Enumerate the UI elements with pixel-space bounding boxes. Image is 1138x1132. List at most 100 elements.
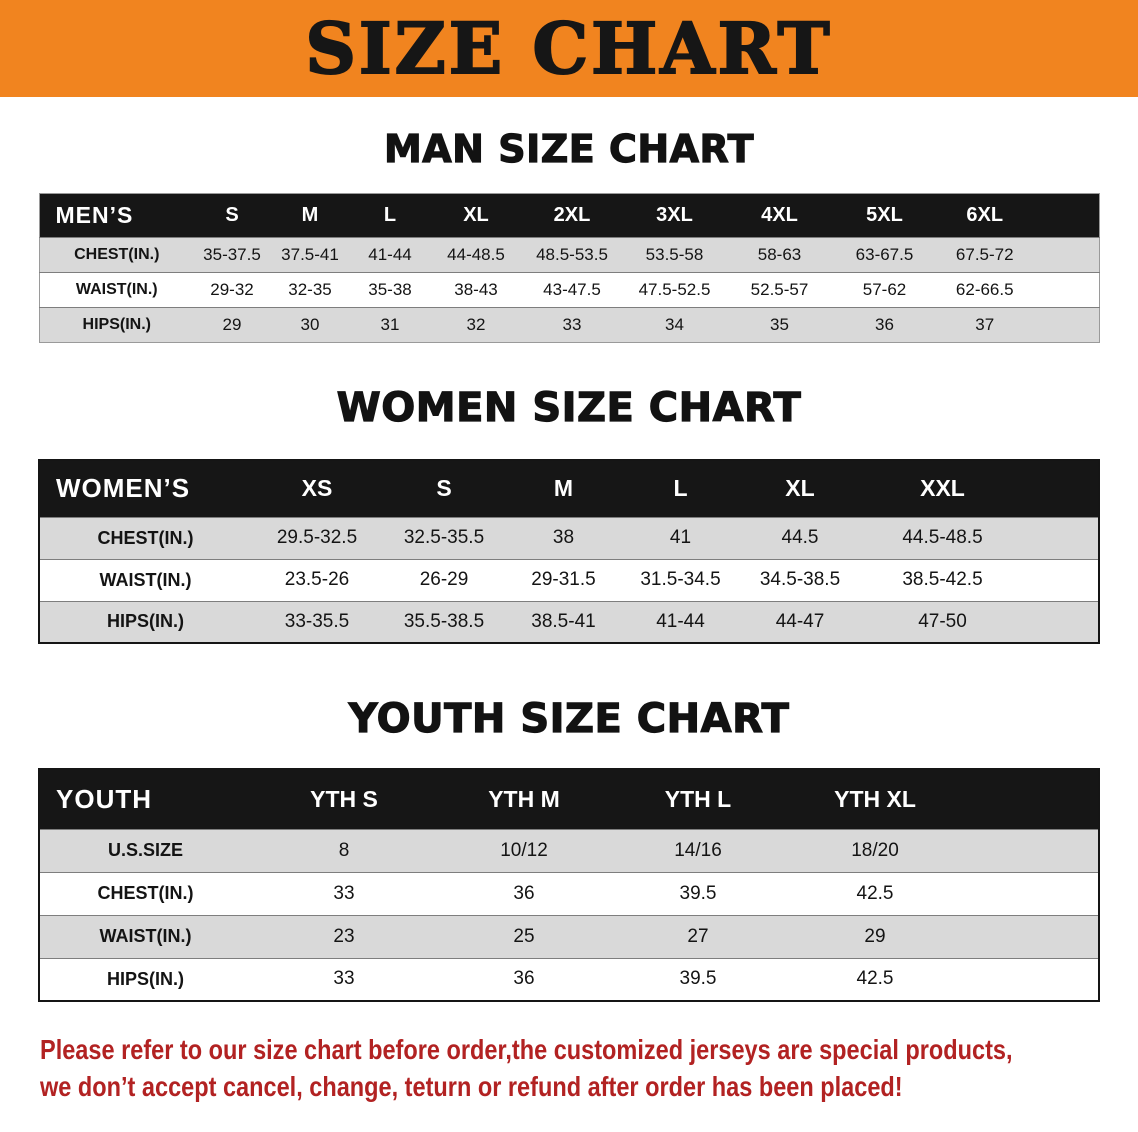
table-row: WAIST(IN.) 29-32 32-35 35-38 38-43 43-47.5 47.… xyxy=(39,272,1099,308)
size-column-header: 3XL xyxy=(622,193,727,238)
size-value: 38 xyxy=(552,527,575,548)
size-table-header-row: YOUTH YTH S YTH M YTH L YTH XL xyxy=(39,769,1099,829)
size-value: 37.5-41 xyxy=(281,245,339,264)
disclaimer-line-2: we don’t accept cancel, change, teturn o… xyxy=(40,1070,903,1102)
youth-size-table: YOUTH YTH S YTH M YTH L YTH XL U.S.SIZE 8 10/12… xyxy=(38,768,1100,1002)
table-corner-label: YOUTH xyxy=(39,769,251,829)
size-value: 36 xyxy=(513,882,535,904)
disclaimer-note: Please refer to our size chart before or… xyxy=(40,1032,1138,1106)
size-value: 42.5 xyxy=(856,968,894,990)
table-row: WAIST(IN.) 23.5-26 26-29 29-31.5 31.5-34.5 34… xyxy=(39,559,1099,601)
size-value: 36 xyxy=(875,315,894,334)
size-value: 33 xyxy=(562,315,582,334)
size-value: 38-43 xyxy=(454,280,498,299)
measurement-row-label: CHEST(IN.) xyxy=(97,883,194,903)
table-row: U.S.SIZE 8 10/12 14/16 18/20 xyxy=(39,829,1099,872)
table-corner-label: WOMEN’S xyxy=(39,460,251,517)
table-row: HIPS(IN.) 33 36 39.5 42.5 xyxy=(39,958,1099,1001)
women-chart-title: WOMEN SIZE CHART xyxy=(336,384,802,431)
size-column-header: XXL xyxy=(861,460,1099,517)
size-value: 36 xyxy=(513,968,535,990)
size-value: 47-50 xyxy=(918,610,967,632)
men-size-table: MEN’S S M L XL 2XL 3XL 4XL 5XL 6XL CHEST(IN.) 35-37… xyxy=(38,193,1100,343)
size-column-header: S xyxy=(194,193,270,238)
size-value: 31.5-34.5 xyxy=(640,569,721,590)
size-value: 34.5-38.5 xyxy=(759,569,841,590)
size-value: 32 xyxy=(466,315,486,334)
size-value: 35-37.5 xyxy=(203,245,261,264)
table-row: CHEST(IN.) 35-37.5 37.5-41 41-44 44-48.5 48.5… xyxy=(39,237,1099,273)
size-value: 29 xyxy=(864,925,886,947)
measurement-row-label: HIPS(IN.) xyxy=(106,611,184,632)
size-column-header: XL xyxy=(739,460,861,517)
youth-size-section: YOUTH SIZE CHART YOUTH YTH S YTH M YTH L YTH… xyxy=(0,695,1138,1002)
size-value: 41 xyxy=(669,527,692,548)
size-value: 62-66.5 xyxy=(955,280,1014,299)
measurement-row-label: WAIST(IN.) xyxy=(75,281,158,298)
size-value: 53.5-58 xyxy=(645,245,704,264)
size-value: 41-44 xyxy=(656,610,705,632)
size-column-header: 5XL xyxy=(832,193,937,238)
table-row: CHEST(IN.) 33 36 39.5 42.5 xyxy=(39,872,1099,915)
size-column-header: YTH L xyxy=(611,769,785,829)
size-column-header: S xyxy=(383,460,505,517)
size-table-header-row: WOMEN’S XS S M L XL XXL xyxy=(39,460,1099,517)
size-column-header: 4XL xyxy=(727,193,832,238)
size-column-header: M xyxy=(270,193,350,238)
measurement-row-label: WAIST(IN.) xyxy=(99,569,192,590)
table-corner-label: MEN’S xyxy=(39,193,194,238)
size-value: 10/12 xyxy=(500,839,548,861)
disclaimer-line-1: Please refer to our size chart before or… xyxy=(40,1034,1013,1065)
size-value: 44.5 xyxy=(781,527,819,548)
size-value: 67.5-72 xyxy=(955,245,1014,264)
measurement-row-label: HIPS(IN.) xyxy=(106,968,184,989)
size-value: 25 xyxy=(513,925,535,947)
size-column-header: L xyxy=(350,193,430,238)
size-value: 18/20 xyxy=(851,839,899,861)
size-value: 48.5-53.5 xyxy=(536,245,608,264)
size-value: 38.5-41 xyxy=(531,610,596,632)
men-chart-title: MAN SIZE CHART xyxy=(383,126,755,171)
size-value: 27 xyxy=(687,925,709,947)
measurement-row-label: CHEST(IN.) xyxy=(74,246,160,263)
women-size-table: WOMEN’S XS S M L XL XXL CHEST(IN.) 29.5-32.5 32.5… xyxy=(38,459,1100,644)
size-value: 57-62 xyxy=(862,280,907,299)
size-column-header: XS xyxy=(251,460,383,517)
size-value: 29.5-32.5 xyxy=(276,527,358,548)
size-value: 32-35 xyxy=(288,280,332,299)
size-value: 8 xyxy=(338,839,350,861)
size-value: 39.5 xyxy=(679,882,717,904)
table-row: CHEST(IN.) 29.5-32.5 32.5-35.5 38 41 44.5 44.5… xyxy=(39,517,1099,559)
size-value: 32.5-35.5 xyxy=(403,527,485,548)
size-column-header: YTH M xyxy=(437,769,611,829)
size-value: 33 xyxy=(333,882,355,904)
size-column-header: XL xyxy=(430,193,522,238)
size-value: 29-32 xyxy=(210,280,254,299)
size-value: 44-47 xyxy=(775,610,825,632)
size-column-header: YTH S xyxy=(251,769,437,829)
measurement-row-label: WAIST(IN.) xyxy=(99,926,192,946)
table-row: WAIST(IN.) 23 25 27 29 xyxy=(39,915,1099,958)
size-value: 30 xyxy=(300,315,320,334)
size-value: 44.5-48.5 xyxy=(902,527,983,548)
size-value: 43-47.5 xyxy=(543,280,601,299)
measurement-row-label: CHEST(IN.) xyxy=(97,527,194,548)
size-column-header: 6XL xyxy=(937,193,1099,238)
size-column-header: L xyxy=(622,460,739,517)
size-chart-page: SIZE CHART MAN SIZE CHART MEN’S S M L XL 2XL 3… xyxy=(0,0,1138,1106)
size-value: 34 xyxy=(665,315,684,334)
measurement-row-label: U.S.SIZE xyxy=(107,840,183,860)
youth-chart-title: YOUTH SIZE CHART xyxy=(348,695,790,742)
size-value: 47.5-52.5 xyxy=(638,280,711,299)
size-value: 41-44 xyxy=(368,245,412,264)
size-value: 35-38 xyxy=(368,280,412,299)
size-value: 52.5-57 xyxy=(750,280,809,299)
women-size-section: WOMEN SIZE CHART WOMEN’S XS S M L XL XXL CHEST(… xyxy=(0,384,1138,644)
measurement-row-label: HIPS(IN.) xyxy=(82,316,151,333)
table-row: HIPS(IN.) 29 30 31 32 33 34 35 36 37 xyxy=(39,307,1099,343)
size-value: 23 xyxy=(333,925,355,947)
table-row: HIPS(IN.) 33-35.5 35.5-38.5 38.5-41 41-44 44-… xyxy=(39,601,1099,643)
size-value: 29-31.5 xyxy=(531,569,596,590)
size-value: 58-63 xyxy=(757,245,802,264)
size-value: 33 xyxy=(333,968,355,990)
